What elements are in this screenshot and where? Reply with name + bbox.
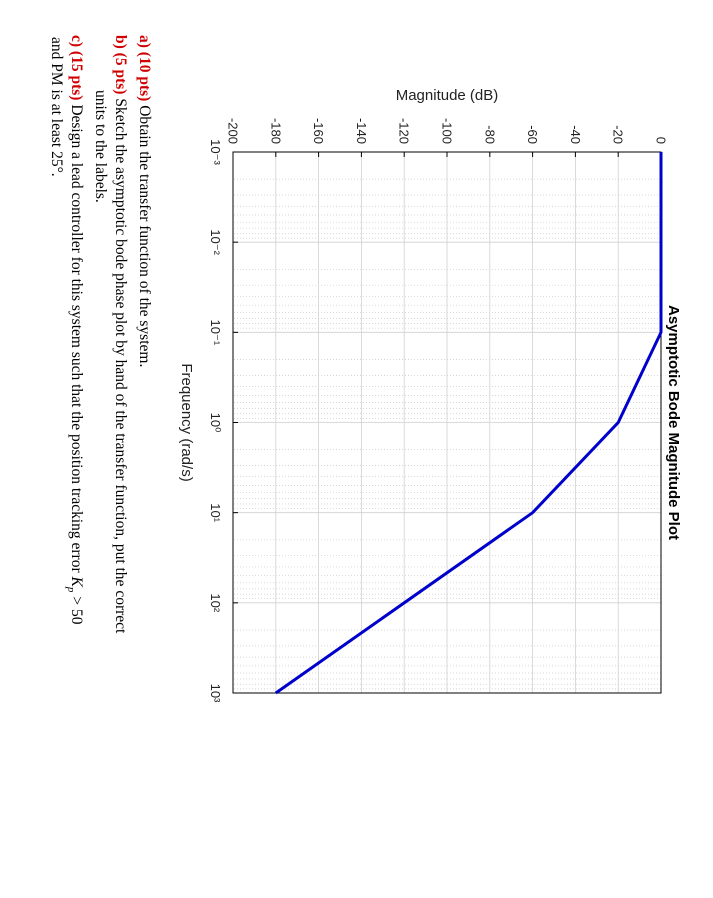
x-tick-label: 10²	[208, 593, 223, 612]
x-tick-label: 10⁰	[208, 413, 223, 433]
y-tick-label: -60	[525, 125, 540, 144]
y-tick-label: -100	[440, 118, 455, 144]
plot-frame	[232, 151, 662, 694]
question-text: units to the labels.	[92, 90, 109, 203]
condition: > 50	[68, 596, 85, 624]
question-line: units to the labels.	[92, 90, 109, 203]
question-points: (10 pts)	[136, 52, 153, 102]
question-points: (15 pts)	[68, 51, 85, 101]
question-line: a) (10 pts) Obtain the transfer function…	[136, 35, 153, 367]
question-letter: a)	[136, 35, 153, 48]
x-axis-label: Frequency (rad/s)	[178, 363, 195, 481]
y-tick-label: -180	[268, 118, 283, 144]
symbol-sub: p	[65, 586, 77, 593]
y-tick-label: -120	[397, 118, 412, 144]
question-line: c) (15 pts) Design a lead controller for…	[65, 35, 85, 625]
data-line	[274, 152, 663, 695]
question-line: b) (5 pts) Sketch the asymptotic bode ph…	[112, 35, 129, 634]
chart-title: Asymptotic Bode Magnitude Plot	[665, 305, 682, 540]
symbol: K	[68, 576, 85, 588]
y-tick-label: -20	[611, 125, 626, 144]
rotated-page: 10⁻³ 10⁻² 10⁻¹ 10⁰ 10¹ 10² 10³ 0 -20 -40 -60 -80 -10…	[48, 35, 682, 703]
x-tick-label: 10⁻¹	[208, 320, 223, 346]
question-letter: c)	[68, 35, 85, 47]
y-axis-label: Magnitude (dB)	[396, 87, 499, 104]
x-tick-label: 10³	[208, 684, 223, 703]
question-letter: b)	[112, 35, 129, 49]
y-tick-label: -80	[482, 125, 497, 144]
question-line: and PM is at least 25°.	[48, 37, 65, 177]
x-tick-label: 10⁻³	[208, 139, 223, 165]
y-tick-label: -160	[311, 118, 326, 144]
question-text: Sketch the asymptotic bode phase plot by…	[112, 98, 129, 634]
y-tick-label: -140	[354, 118, 369, 144]
y-tick-label: 0	[654, 137, 669, 144]
question-points: (5 pts)	[112, 53, 129, 95]
y-tick-label: -40	[568, 125, 583, 144]
question-text: and PM is at least 25°.	[48, 37, 65, 177]
question-text: Obtain the transfer function of the syst…	[136, 105, 153, 367]
question-text: Design a lead controller for this system…	[68, 104, 85, 573]
x-tick-label: 10⁻²	[208, 229, 223, 255]
x-tick-label: 10¹	[208, 503, 223, 522]
y-tick-label: -200	[226, 118, 241, 144]
